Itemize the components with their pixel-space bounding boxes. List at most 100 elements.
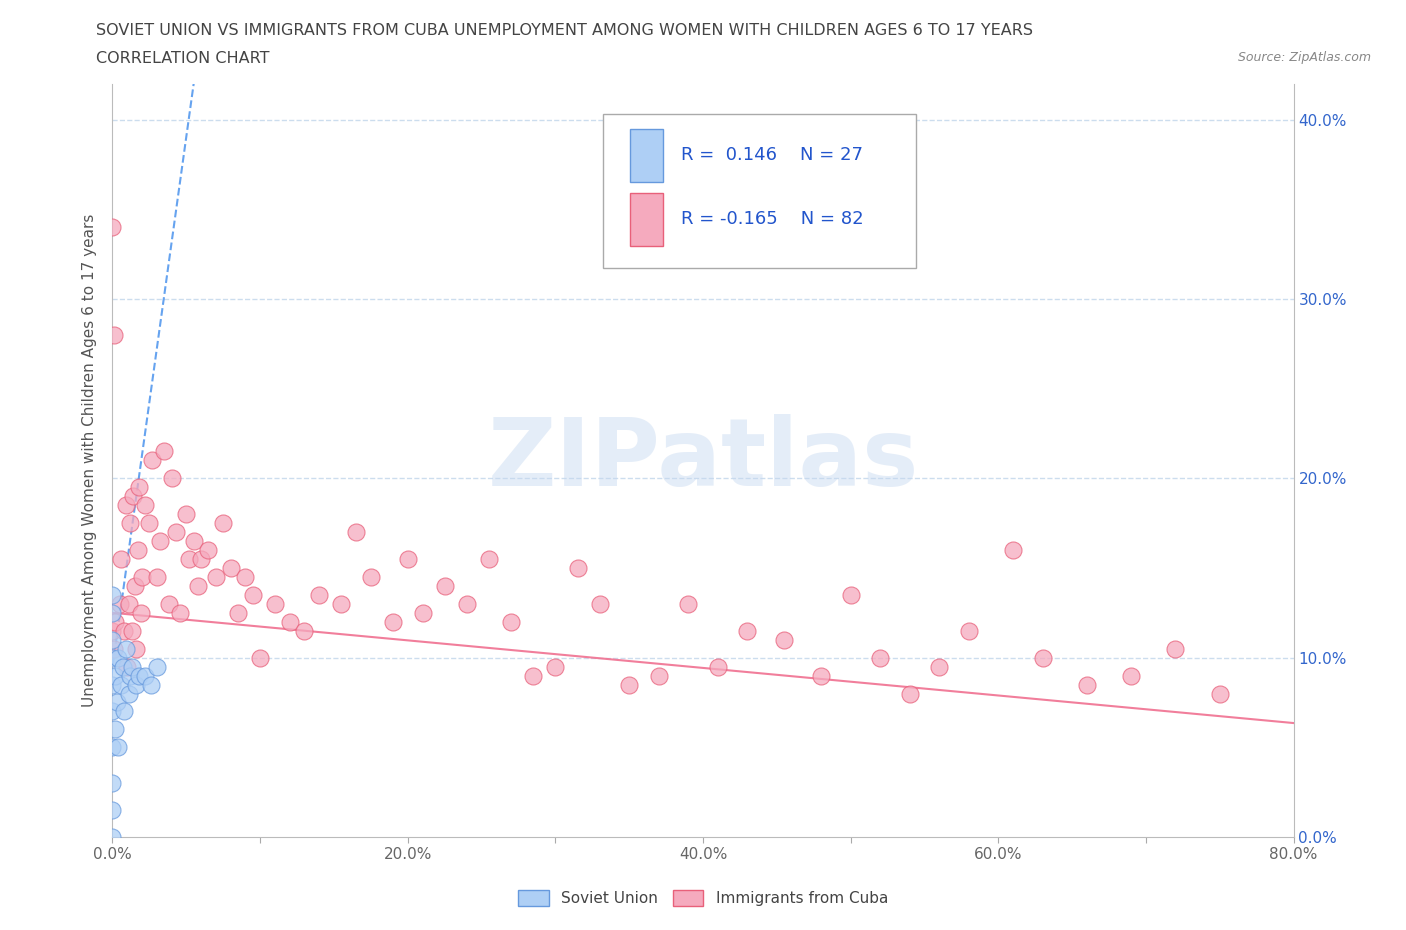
Point [433, 578, 456, 593]
Point [190, 551, 212, 566]
Point [110, 551, 132, 566]
Point [101, 677, 124, 692]
Point [1164, 642, 1187, 657]
Point [588, 596, 610, 611]
Point [278, 615, 301, 630]
Point [101, 740, 124, 755]
Point [146, 569, 169, 584]
Point [101, 623, 124, 638]
Point [157, 596, 180, 611]
Point [308, 588, 330, 603]
Point [134, 668, 156, 683]
Text: R = -0.165    N = 82: R = -0.165 N = 82 [681, 210, 863, 228]
Point [107, 740, 129, 755]
Point [226, 605, 249, 620]
Point [249, 650, 271, 665]
Point [179, 551, 201, 566]
Point [114, 642, 136, 657]
Point [118, 686, 141, 701]
Point [522, 668, 544, 683]
Point [149, 534, 172, 549]
Point [411, 605, 433, 620]
Point [292, 623, 315, 638]
Point [101, 830, 124, 844]
Point [1208, 686, 1232, 701]
Point [1001, 542, 1024, 557]
FancyBboxPatch shape [630, 129, 662, 181]
Point [382, 615, 405, 630]
Point [957, 623, 980, 638]
Point [121, 623, 143, 638]
Point [396, 551, 419, 566]
Point [1119, 668, 1142, 683]
Point [124, 578, 146, 593]
Point [928, 659, 950, 674]
Point [183, 534, 205, 549]
Point [118, 596, 141, 611]
Point [212, 515, 235, 530]
Point [737, 623, 759, 638]
Point [344, 525, 367, 539]
Point [456, 596, 478, 611]
Point [141, 453, 163, 468]
Point [160, 471, 183, 485]
Text: SOVIET UNION VS IMMIGRANTS FROM CUBA UNEMPLOYMENT AMONG WOMEN WITH CHILDREN AGES: SOVIET UNION VS IMMIGRANTS FROM CUBA UNE… [96, 23, 1032, 38]
Point [111, 659, 134, 674]
Point [706, 659, 728, 674]
Text: R =  0.146    N = 27: R = 0.146 N = 27 [681, 146, 862, 165]
Point [112, 704, 135, 719]
Point [169, 605, 191, 620]
Point [129, 605, 152, 620]
Point [108, 596, 131, 611]
Point [101, 650, 124, 665]
Point [138, 515, 160, 530]
Point [101, 632, 124, 647]
Point [197, 542, 219, 557]
Point [114, 498, 136, 512]
Point [478, 551, 501, 566]
Point [501, 615, 523, 630]
Point [869, 650, 891, 665]
Point [647, 668, 671, 683]
Point [128, 668, 150, 683]
Legend: Soviet Union, Immigrants from Cuba: Soviet Union, Immigrants from Cuba [512, 884, 894, 912]
Point [839, 588, 862, 603]
Point [330, 596, 353, 611]
Point [104, 722, 127, 737]
Point [187, 578, 209, 593]
Point [120, 515, 142, 530]
Point [101, 219, 124, 234]
Point [205, 569, 228, 584]
Point [219, 561, 242, 576]
Point [101, 776, 124, 790]
Point [125, 677, 148, 692]
Point [104, 668, 127, 683]
Text: ZIPatlas: ZIPatlas [488, 415, 918, 506]
Point [101, 588, 124, 603]
Point [127, 542, 149, 557]
Text: CORRELATION CHART: CORRELATION CHART [96, 51, 269, 66]
Y-axis label: Unemployment Among Women with Children Ages 6 to 17 years: Unemployment Among Women with Children A… [82, 214, 97, 707]
Text: Source: ZipAtlas.com: Source: ZipAtlas.com [1237, 51, 1371, 64]
Point [107, 650, 129, 665]
Point [773, 632, 796, 647]
Point [544, 659, 567, 674]
Point [1076, 677, 1098, 692]
Point [128, 480, 150, 495]
Point [567, 561, 589, 576]
Point [360, 569, 382, 584]
FancyBboxPatch shape [630, 193, 662, 246]
FancyBboxPatch shape [603, 113, 915, 268]
Point [898, 686, 921, 701]
Point [264, 596, 287, 611]
Point [122, 489, 145, 504]
Point [120, 668, 142, 683]
Point [101, 803, 124, 817]
Point [810, 668, 832, 683]
Point [619, 677, 641, 692]
Point [121, 659, 143, 674]
Point [165, 525, 187, 539]
Point [1032, 650, 1054, 665]
Point [134, 498, 156, 512]
Point [242, 588, 264, 603]
